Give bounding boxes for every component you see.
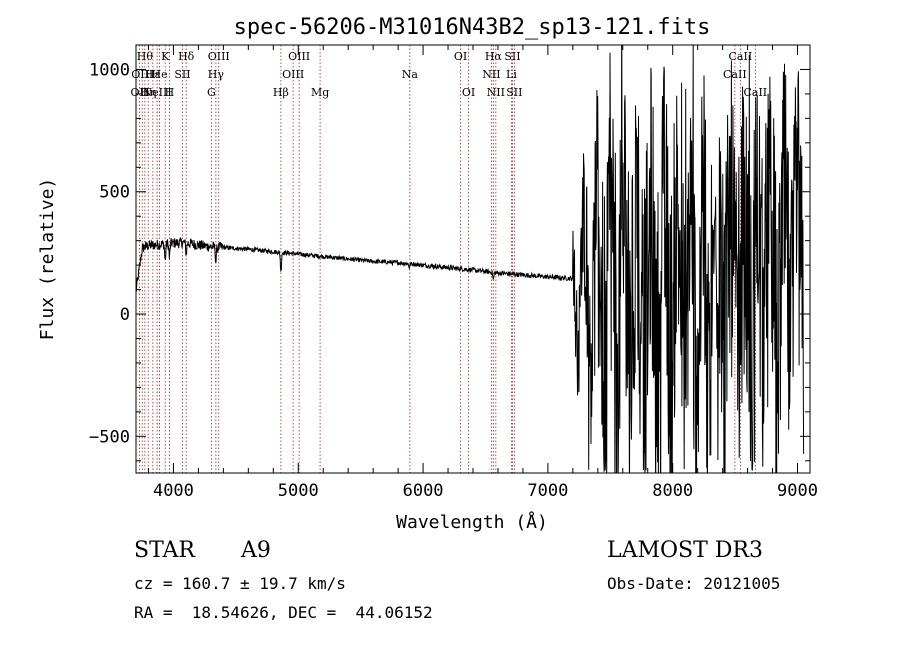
line-label: H bbox=[165, 86, 175, 99]
observation-date: Obs-Date: 20121005 bbox=[607, 574, 781, 593]
line-label: Hγ bbox=[208, 68, 225, 81]
line-label: Na bbox=[402, 68, 419, 81]
redshift-velocity: cz = 160.7 ± 19.7 km/s bbox=[134, 574, 346, 593]
x-tick-label: 4000 bbox=[153, 481, 194, 501]
line-label: Li bbox=[506, 68, 517, 81]
survey-label: LAMOST DR3 bbox=[607, 538, 763, 563]
line-label: Hη bbox=[140, 86, 156, 99]
line-label: OIII bbox=[288, 50, 310, 63]
line-label: SII bbox=[504, 50, 520, 63]
plot-frame bbox=[135, 44, 811, 474]
x-tick-label: 6000 bbox=[403, 481, 444, 501]
line-label: SII bbox=[506, 86, 522, 99]
line-label: CaII bbox=[743, 86, 767, 99]
chart-title: spec-56206-M31016N43B2_sp13-121.fits bbox=[234, 15, 711, 40]
line-label: OI bbox=[454, 50, 467, 63]
x-tick-label: 9000 bbox=[777, 481, 818, 501]
line-label: NeIII bbox=[143, 86, 172, 99]
y-tick-label: 1000 bbox=[89, 60, 130, 80]
line-label: OI bbox=[462, 86, 475, 99]
line-label: CaII bbox=[729, 50, 753, 63]
y-tick-label: 500 bbox=[99, 183, 130, 203]
object-subclass: A9 bbox=[241, 538, 271, 563]
x-tick-label: 5000 bbox=[278, 481, 319, 501]
line-label: Hε bbox=[145, 68, 161, 81]
line-label: K bbox=[161, 50, 170, 63]
x-tick-label: 7000 bbox=[527, 481, 568, 501]
x-axis-label: Wavelength (Å) bbox=[396, 511, 548, 533]
coordinates: RA = 18.54626, DEC = 44.06152 bbox=[134, 603, 433, 622]
line-label: He bbox=[152, 68, 168, 81]
line-label: OIII bbox=[131, 68, 153, 81]
line-label: SII bbox=[174, 68, 190, 81]
y-axis: −500 0 500 1000 bbox=[89, 44, 810, 462]
line-label: G bbox=[207, 86, 216, 99]
line-label: CaII bbox=[723, 68, 747, 81]
line-label: Hβ bbox=[273, 86, 289, 99]
y-tick-label: −500 bbox=[89, 427, 130, 447]
line-label: Mg bbox=[311, 86, 329, 99]
object-class: STAR bbox=[134, 538, 195, 563]
y-axis-label: Flux (relative) bbox=[37, 178, 58, 341]
line-label: Hθ bbox=[137, 50, 154, 63]
line-label: OIII bbox=[208, 50, 230, 63]
x-tick-label: 8000 bbox=[652, 481, 693, 501]
y-tick-label: 0 bbox=[120, 305, 130, 325]
line-label: Hα bbox=[485, 50, 503, 63]
line-label: NII bbox=[487, 86, 505, 99]
line-label: OII bbox=[131, 86, 149, 99]
x-axis: 4000 5000 6000 7000 8000 9000 bbox=[147, 45, 818, 501]
emission-line-labels: OII OIII Hθ Hη Hε NeIII He K H SII Hδ G Hγ OIII Hβ OIII… bbox=[131, 50, 768, 99]
spectrum-line bbox=[136, 45, 805, 473]
line-label: OIII bbox=[282, 68, 304, 81]
line-label: Hδ bbox=[178, 50, 195, 63]
line-label: NII bbox=[482, 68, 500, 81]
